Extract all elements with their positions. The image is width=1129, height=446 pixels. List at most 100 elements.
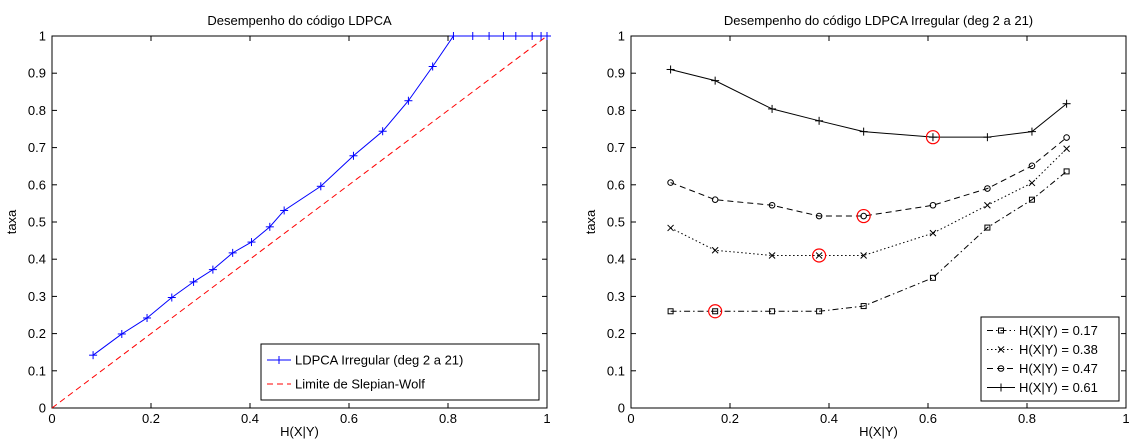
data-point (1027, 127, 1036, 136)
legend-label: Limite de Slepian-Wolf (295, 377, 425, 392)
data-point (528, 32, 537, 40)
data-point (265, 222, 274, 231)
data-point (667, 179, 674, 186)
legend-label: H(X|Y) = 0.17 (1019, 323, 1098, 338)
y-tick-label: 0.7 (28, 140, 46, 155)
legend-marker (998, 327, 1004, 334)
chart-ldpca: 0 0.2 0.4 0.6 0.8 100.10.20.30.40.50.60.70.80… (4, 13, 551, 439)
data-point (280, 206, 289, 215)
y-tick-label: 0.7 (607, 140, 625, 155)
data-point (929, 201, 937, 209)
y-tick-label: 0 (39, 401, 46, 416)
data-point (929, 274, 936, 281)
legend-entry: H(X|Y) = 0.17 (987, 323, 1098, 338)
series-line (51, 35, 548, 409)
data-point (667, 308, 674, 315)
y-ticks: 0 0.1 0.2 0.3 0.4 0.5 0.6 0.7 0.8 0.9 1 (28, 29, 547, 416)
y-tick-label: 0.4 (28, 252, 46, 267)
chart-title: Desempenho do código LDPCA (207, 13, 392, 28)
highlight-circle (708, 304, 723, 319)
data-point (860, 212, 867, 220)
series-0 (667, 168, 1070, 319)
legend-marker (997, 383, 1005, 392)
data-point (117, 329, 126, 338)
data-point (247, 238, 256, 247)
x-axis-label: H(X|Y) (280, 424, 319, 439)
y-tick-label: 0.6 (28, 177, 46, 192)
y-tick-label: 0.1 (607, 363, 625, 378)
data-point (768, 104, 777, 113)
data-point (712, 308, 719, 315)
legend-box (260, 343, 540, 401)
data-point (815, 116, 824, 125)
x-axis-label: H(X|Y) (859, 424, 898, 439)
data-point (499, 32, 508, 40)
series-slepian-wolf-limit (51, 35, 548, 409)
series-line (670, 148, 1067, 256)
legend: LDPCA Irregular (deg 2 a 21) Limite de Sl… (260, 343, 540, 401)
data-point (711, 196, 719, 203)
data-point (167, 293, 176, 302)
y-tick-label: 0.6 (607, 177, 625, 192)
y-tick-label: 0.5 (607, 215, 625, 230)
x-tick-label: 0.8 (1018, 411, 1036, 426)
y-tick-label: 0.2 (28, 326, 46, 341)
data-point (928, 133, 937, 142)
data-point (468, 32, 477, 40)
data-point (1063, 134, 1070, 141)
x-tick-label: 1 (1122, 411, 1129, 426)
data-point (816, 308, 823, 315)
x-tick-label: 0.2 (142, 411, 160, 426)
legend-entry: H(X|Y) = 0.47 (987, 361, 1098, 376)
y-tick-label: 0.9 (607, 66, 625, 81)
y-tick-label: 0.8 (28, 103, 46, 118)
legend-marker (997, 365, 1005, 372)
x-tick-label: 0.4 (820, 411, 838, 426)
data-point (208, 265, 217, 274)
legend-entry: H(X|Y) = 0.38 (987, 342, 1098, 357)
legend: H(X|Y) = 0.17 H(X|Y) = 0.38 H(X|Y) = 0.47 H… (980, 316, 1120, 402)
highlight-circle (856, 208, 871, 224)
y-tick-label: 0.5 (28, 215, 46, 230)
data-point (228, 248, 237, 257)
y-tick-label: 0.2 (607, 326, 625, 341)
legend-label: LDPCA Irregular (deg 2 a 21) (295, 353, 463, 368)
data-point (404, 96, 413, 105)
y-tick-label: 0.3 (607, 289, 625, 304)
x-ticks: 0 0.2 0.4 0.6 0.8 1 (627, 36, 1129, 426)
x-tick-label: 0.2 (721, 411, 739, 426)
legend-label: H(X|Y) = 0.47 (1019, 361, 1098, 376)
legend-marker (997, 346, 1005, 353)
highlight-circle (925, 130, 941, 145)
chart-title: Desempenho do código LDPCA Irregular (de… (724, 13, 1033, 28)
data-point (667, 224, 674, 232)
y-axis-label: taxa (4, 209, 19, 234)
legend-marker (275, 356, 283, 364)
series-ldpca-irregular (89, 32, 551, 360)
data-point (860, 252, 868, 259)
data-point (316, 182, 325, 191)
series-3 (666, 65, 1071, 145)
data-point (1063, 145, 1070, 153)
data-point (984, 185, 991, 192)
series-line (670, 171, 1067, 312)
data-point (1063, 168, 1070, 175)
x-tick-label: 0 (48, 411, 55, 426)
series-group (51, 32, 551, 409)
data-point (711, 76, 720, 85)
data-point (89, 351, 98, 360)
x-tick-label: 0.6 (340, 411, 358, 426)
y-tick-label: 0.9 (28, 66, 46, 81)
data-point (860, 303, 867, 310)
data-point (984, 224, 991, 231)
data-point (815, 212, 823, 220)
series-group (666, 65, 1071, 319)
data-point (449, 32, 458, 40)
series-2 (667, 134, 1070, 224)
data-point (769, 308, 776, 315)
data-point (815, 252, 823, 259)
y-tick-label: 1 (618, 29, 625, 44)
data-point (1028, 179, 1036, 187)
x-tick-label: 0.4 (241, 411, 259, 426)
